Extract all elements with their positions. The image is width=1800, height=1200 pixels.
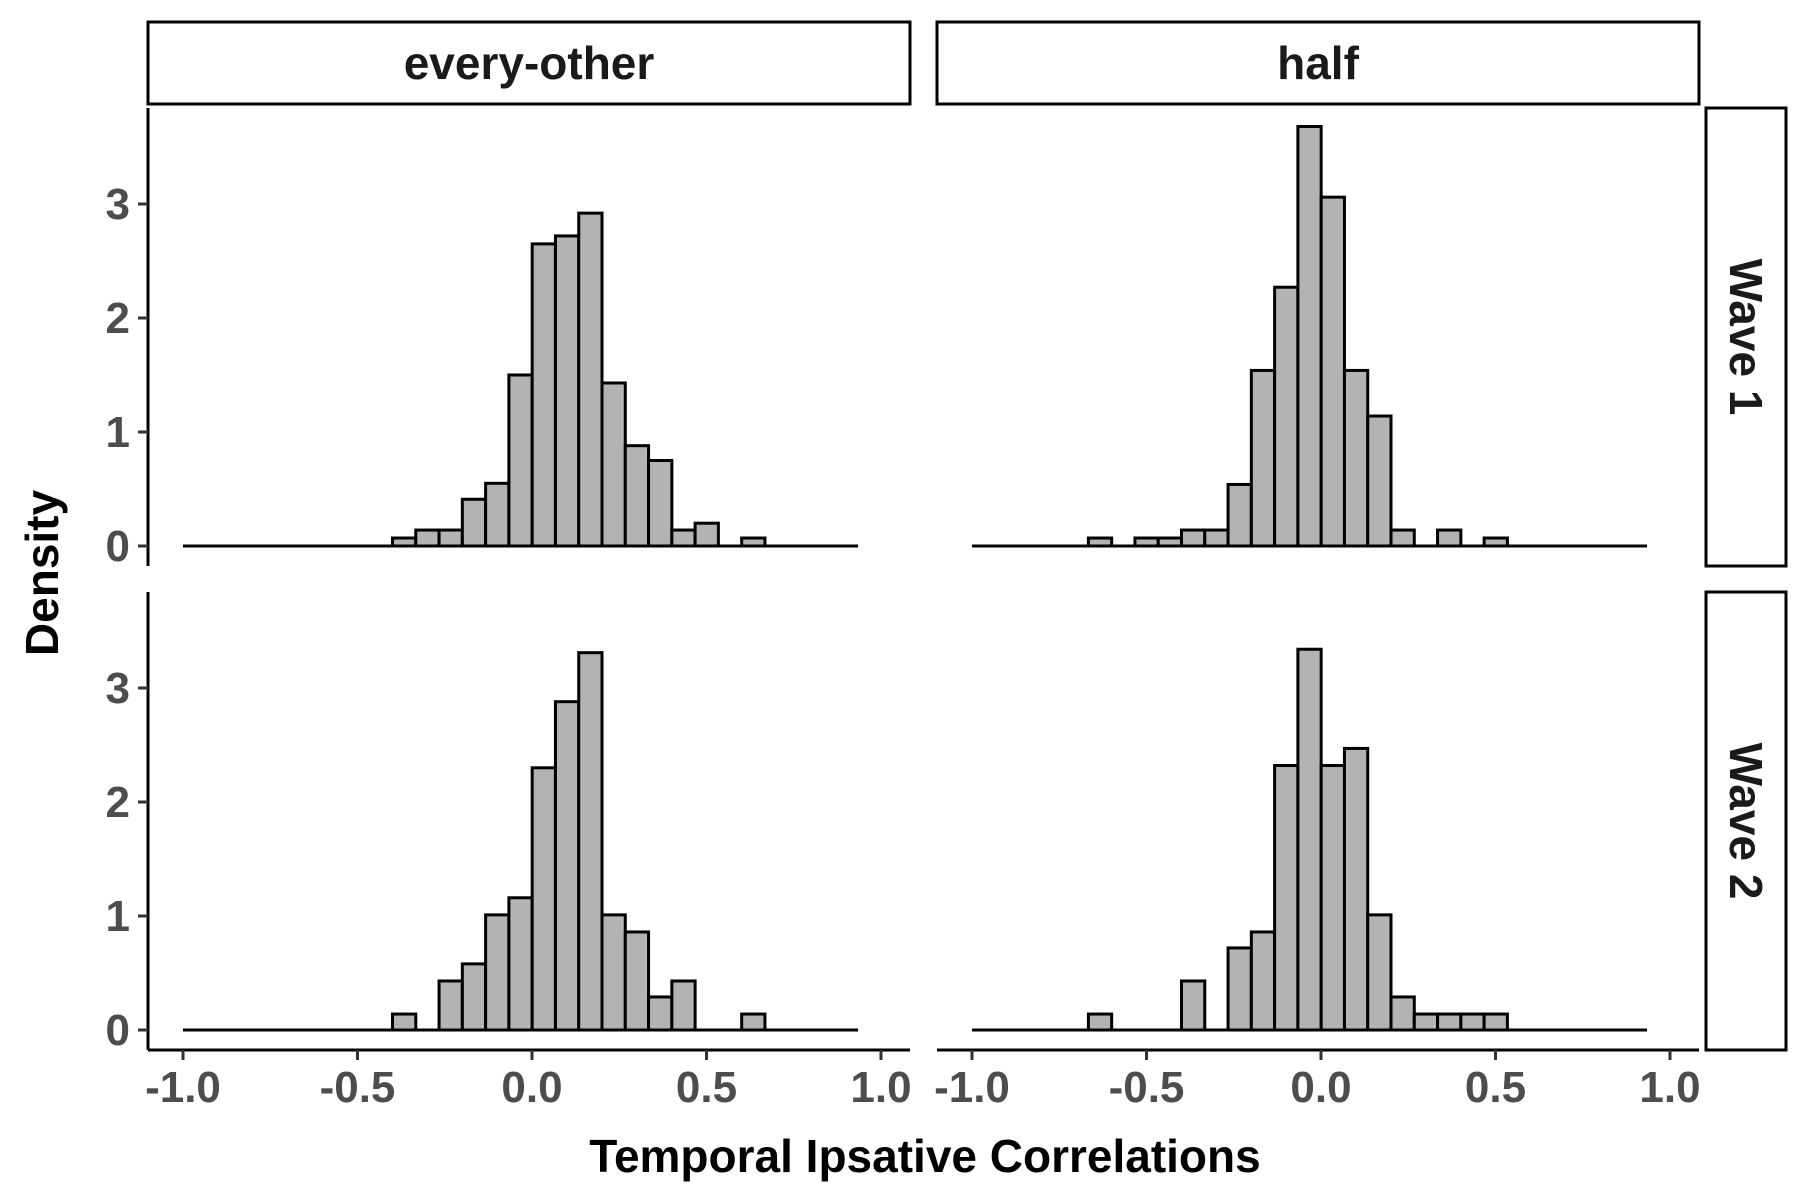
facet-strip-wave-2: Wave 2 [1704, 590, 1788, 1052]
histogram-bar [1342, 746, 1370, 1032]
histogram-panel-half-wave-1 [972, 124, 1648, 548]
strip-box [146, 20, 912, 106]
y-tick-label: 3 [106, 180, 130, 229]
y-tick-label: 1 [106, 408, 130, 457]
histogram-bar [1203, 528, 1230, 548]
x-tick-label: 1.0 [850, 1063, 911, 1112]
histogram-bar [460, 497, 488, 548]
histogram-bar [1180, 528, 1207, 548]
histogram-bar [647, 995, 674, 1032]
histogram-bar [1436, 1012, 1463, 1032]
histogram-bar [437, 979, 464, 1032]
x-tick-label: 0.0 [501, 1063, 562, 1112]
histogram-bar [1412, 1012, 1440, 1032]
histogram-panel-half-wave-2 [972, 647, 1648, 1032]
histogram-bar [1482, 1012, 1509, 1032]
histogram-bar [437, 528, 464, 548]
y-axis-row-1: 0 1 2 3 [106, 108, 150, 571]
histogram-bar [1249, 368, 1277, 548]
y-tick-label: 1 [106, 892, 130, 941]
histogram-bar [553, 700, 581, 1032]
histogram-bar [484, 481, 511, 548]
histogram-bar [530, 242, 557, 548]
histogram-bar [1319, 195, 1346, 548]
histogram-bar [484, 913, 511, 1032]
histogram-panel-every-other-wave-2 [183, 651, 859, 1032]
histogram-bar [1459, 1012, 1486, 1032]
histogram-bar [1273, 764, 1300, 1032]
strip-label: half [1277, 37, 1359, 89]
y-tick-label: 0 [106, 522, 130, 571]
x-tick-label: 0.5 [1465, 1063, 1526, 1112]
histogram-bar [1249, 930, 1277, 1032]
histogram-bar [623, 930, 651, 1032]
y-tick-label: 2 [106, 294, 130, 343]
histogram-bar [1180, 979, 1207, 1032]
histogram-bar [1226, 946, 1253, 1032]
histogram-bar [507, 373, 534, 548]
histogram-bar [391, 1012, 418, 1032]
strip-box [1704, 590, 1788, 1052]
x-axis-title: Temporal Ipsative Correlations [589, 1130, 1260, 1182]
histogram-bar [1342, 368, 1370, 548]
histogram-bar [600, 381, 627, 548]
strip-label: Wave 2 [1720, 743, 1772, 900]
x-tick-label: -0.5 [320, 1063, 396, 1112]
histogram-bar [460, 962, 488, 1032]
x-tick-label: 0.5 [676, 1063, 737, 1112]
histogram-bar [600, 913, 627, 1032]
histogram-bar [577, 651, 604, 1032]
facet-strip-every-other: every-other [146, 20, 912, 106]
histogram-bar [740, 1012, 767, 1032]
x-tick-label: -1.0 [145, 1063, 221, 1112]
y-tick-label: 3 [106, 664, 130, 713]
histogram-bar [1389, 995, 1416, 1032]
histogram-bar [1366, 414, 1393, 548]
histogram-bar [647, 459, 674, 548]
histogram-bar [1086, 1012, 1114, 1032]
x-tick-label: -0.5 [1109, 1063, 1185, 1112]
histogram-bar [670, 528, 697, 548]
histogram-bar [1436, 528, 1463, 548]
strip-label: Wave 1 [1720, 259, 1772, 416]
x-tick-label: -1.0 [934, 1063, 1010, 1112]
histogram-bar [1296, 124, 1323, 548]
x-tick-label: 1.0 [1639, 1063, 1700, 1112]
strip-box [935, 20, 1701, 106]
histogram-bar [577, 211, 604, 548]
histogram-bar [414, 528, 441, 548]
histogram-bar [623, 444, 651, 548]
histogram-bar [553, 234, 581, 548]
facet-strip-half: half [935, 20, 1701, 106]
x-tick-label: 0.0 [1290, 1063, 1351, 1112]
histogram-bar [693, 521, 720, 548]
y-tick-label: 2 [106, 778, 130, 827]
x-axis-col-2: -1.0 -0.5 0.0 0.5 1.0 [934, 1048, 1701, 1112]
strip-box [1704, 106, 1788, 568]
histogram-bar [1319, 764, 1346, 1032]
histogram-bar [507, 896, 534, 1032]
histogram-panel-every-other-wave-1 [183, 211, 859, 548]
histogram-bar [1389, 528, 1416, 548]
histogram-bar [1366, 913, 1393, 1032]
histogram-bar [530, 766, 557, 1032]
histogram-bar [670, 979, 697, 1032]
y-tick-label: 0 [106, 1006, 130, 1055]
x-axis-col-1: -1.0 -0.5 0.0 0.5 1.0 [145, 1048, 912, 1112]
facet-strip-wave-1: Wave 1 [1704, 106, 1788, 568]
histogram-bar [1226, 482, 1253, 548]
histogram-bar [1273, 285, 1300, 548]
y-axis-title: Density [16, 490, 68, 657]
strip-label: every-other [404, 37, 655, 89]
y-axis-row-2: 0 1 2 3 [106, 592, 150, 1055]
histogram-bar [1296, 647, 1323, 1032]
